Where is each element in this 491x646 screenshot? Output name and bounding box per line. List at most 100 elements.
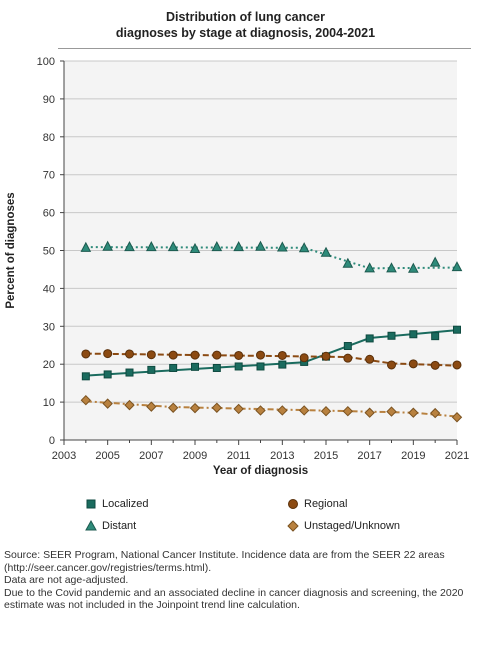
data-point [452, 360, 462, 370]
x-tick-label: 2009 [183, 450, 207, 462]
data-point [408, 359, 418, 369]
data-point [431, 332, 440, 341]
data-point [191, 362, 199, 371]
data-point [342, 405, 354, 417]
data-point [451, 412, 463, 423]
x-tick-label: 2015 [314, 450, 338, 462]
data-point [365, 354, 375, 364]
data-point [343, 353, 353, 363]
data-point [146, 401, 157, 412]
data-point [408, 262, 419, 273]
data-point [80, 241, 92, 252]
age-adjustment-note: Data are not age-adjusted. [4, 574, 129, 586]
chart-title-line-1: Distribution of lung cancer [165, 10, 326, 24]
data-point [277, 241, 288, 252]
y-tick-label: 10 [43, 397, 55, 409]
x-tick-label: 2005 [95, 450, 119, 462]
data-point [386, 262, 397, 273]
data-point [321, 351, 331, 361]
legend-diamond-marker [287, 520, 299, 532]
x-tick-label: 2011 [227, 450, 251, 462]
legend-square-marker [86, 499, 96, 509]
data-point [103, 370, 112, 379]
data-point [212, 350, 222, 360]
data-point [211, 241, 223, 252]
y-tick-label: 40 [43, 283, 55, 295]
x-tick-label: 2017 [357, 450, 381, 462]
y-axis-title: Percent of diagnoses [5, 192, 17, 308]
data-point [255, 405, 266, 416]
data-point [233, 403, 244, 415]
legend-label-regional: Regional [304, 498, 348, 510]
x-tick-label: 2013 [270, 450, 294, 462]
source-note: Source: SEER Program, National Cancer In… [4, 549, 445, 574]
y-tick-label: 80 [43, 132, 55, 144]
data-point [299, 353, 309, 363]
data-point [167, 402, 179, 413]
data-point [81, 372, 90, 381]
y-tick-label: 30 [43, 321, 55, 333]
data-point [409, 330, 418, 339]
data-point [146, 350, 156, 360]
data-point [364, 407, 375, 418]
data-point [364, 262, 375, 273]
data-point [103, 349, 113, 359]
x-tick-label: 2007 [139, 450, 163, 462]
data-point [80, 394, 92, 406]
chart-title: Distribution of lung cancer diagnoses by… [0, 9, 491, 41]
data-point [125, 349, 134, 359]
data-point [408, 407, 419, 418]
data-point [387, 360, 396, 370]
x-axis-title: Year of diagnosis [213, 465, 308, 477]
data-point [125, 368, 134, 377]
data-point [234, 350, 244, 360]
data-point [298, 242, 310, 253]
data-point [429, 407, 441, 419]
data-point [320, 405, 332, 417]
data-point [147, 365, 156, 374]
legend-circle-marker [288, 499, 298, 509]
data-point [81, 349, 91, 359]
line-chart: 0 10 20 30 40 50 60 70 80 90 100 2003 2005 2007 2009 20… [5, 56, 469, 477]
legend-label-unstaged: Unstaged/Unknown [304, 520, 401, 532]
data-point [256, 350, 265, 360]
chart-title-line-2: diagnoses by stage at diagnosis, 2004-20… [115, 26, 376, 40]
data-point [102, 398, 113, 409]
data-point [298, 405, 310, 416]
data-point [124, 399, 135, 411]
legend-triangle-marker [85, 520, 97, 531]
data-point [256, 362, 265, 371]
x-tick-label: 2021 [445, 450, 469, 462]
source-notes: Source: SEER Program, National Cancer In… [4, 549, 488, 612]
legend-label-distant: Distant [102, 520, 137, 532]
data-point [278, 360, 287, 369]
y-tick-label: 60 [43, 208, 55, 220]
y-tick-label: 20 [43, 359, 55, 371]
title-divider [58, 48, 471, 49]
data-point [343, 342, 352, 351]
data-point [429, 256, 441, 267]
data-point [365, 334, 374, 343]
data-point [102, 240, 113, 251]
data-point [255, 240, 266, 251]
data-point [451, 261, 463, 272]
data-point [277, 405, 288, 416]
data-point [453, 325, 461, 334]
data-point [387, 331, 396, 340]
data-point [190, 350, 200, 360]
data-point [320, 246, 332, 257]
y-tick-label: 90 [43, 94, 55, 106]
data-point [169, 363, 178, 372]
x-tick-label: 2019 [401, 450, 425, 462]
data-point [189, 402, 201, 414]
data-point [234, 362, 243, 371]
data-point [233, 241, 244, 252]
data-point [212, 363, 221, 372]
data-point [167, 241, 179, 252]
covid-note: Due to the Covid pandemic and an associa… [4, 586, 464, 612]
legend-label-localized: Localized [102, 498, 149, 510]
y-tick-label: 100 [37, 56, 55, 68]
data-point [277, 350, 287, 360]
data-point [386, 406, 397, 417]
data-point [146, 241, 157, 252]
